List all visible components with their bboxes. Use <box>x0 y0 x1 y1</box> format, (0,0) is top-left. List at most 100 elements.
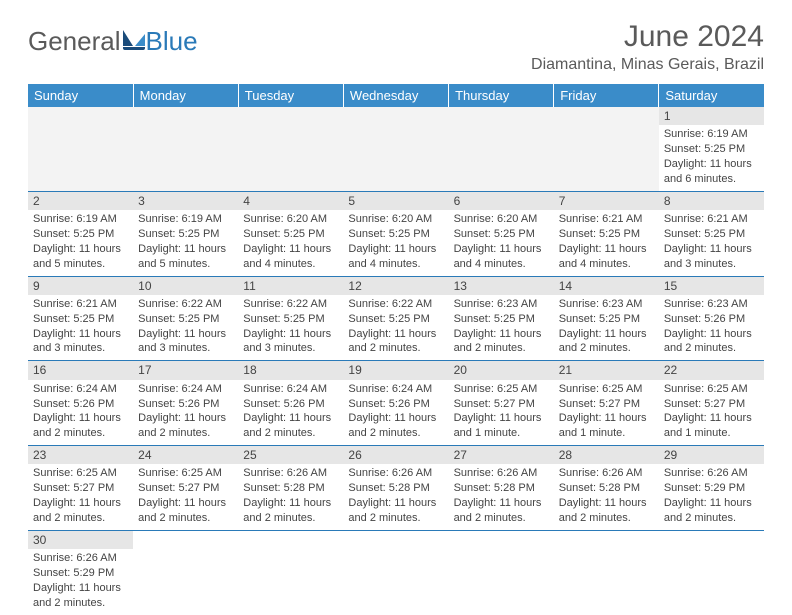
sunset-text: Sunset: 5:25 PM <box>348 227 443 242</box>
day-cell: 8Sunrise: 6:21 AMSunset: 5:25 PMDaylight… <box>659 191 764 276</box>
day-cell: 29Sunrise: 6:26 AMSunset: 5:29 PMDayligh… <box>659 446 764 531</box>
day-cell: 27 Sunrise: 6:26 AMSunset: 5:28 PMDayligh… <box>449 446 554 531</box>
daylight-text: Daylight: 11 hours and 4 minutes. <box>243 242 338 272</box>
day-cell: 17Sunrise: 6:24 AMSunset: 5:26 PMDayligh… <box>133 361 238 446</box>
day-number: 5 <box>343 192 448 210</box>
day-number: 1 <box>659 107 764 125</box>
sunrise-text: Sunrise: 6:26 AM <box>664 466 759 481</box>
calendar-row: 16Sunrise: 6:24 AMSunset: 5:26 PMDayligh… <box>28 361 764 446</box>
sunrise-text: Sunrise: 6:24 AM <box>348 382 443 397</box>
day-info: Sunrise: 6:25 AMSunset: 5:27 PMDaylight:… <box>554 380 659 445</box>
daylight-text: Daylight: 11 hours and 2 minutes. <box>138 496 233 526</box>
blank-cell <box>133 530 238 614</box>
sunrise-text: Sunrise: 6:25 AM <box>454 382 549 397</box>
title-block: June 2024 Diamantina, Minas Gerais, Braz… <box>531 20 764 74</box>
sunset-text: Sunset: 5:25 PM <box>454 312 549 327</box>
daylight-text: Daylight: 11 hours and 5 minutes. <box>33 242 128 272</box>
weekday-header: Friday <box>554 84 659 107</box>
day-cell: 5Sunrise: 6:20 AMSunset: 5:25 PMDaylight… <box>343 191 448 276</box>
day-info: Sunrise: 6:26 AMSunset: 5:28 PMDaylight:… <box>554 464 659 529</box>
day-cell: 23Sunrise: 6:25 AMSunset: 5:27 PMDayligh… <box>28 446 133 531</box>
sunrise-text: Sunrise: 6:22 AM <box>243 297 338 312</box>
weekday-header-row: Sunday Monday Tuesday Wednesday Thursday… <box>28 84 764 107</box>
day-cell: 11Sunrise: 6:22 AMSunset: 5:25 PMDayligh… <box>238 276 343 361</box>
sunset-text: Sunset: 5:25 PM <box>138 312 233 327</box>
sunrise-text: Sunrise: 6:19 AM <box>33 212 128 227</box>
day-cell: 9Sunrise: 6:21 AMSunset: 5:25 PMDaylight… <box>28 276 133 361</box>
day-number: 8 <box>659 192 764 210</box>
daylight-text: Daylight: 11 hours and 2 minutes. <box>243 496 338 526</box>
day-cell: 21Sunrise: 6:25 AMSunset: 5:27 PMDayligh… <box>554 361 659 446</box>
day-number: 11 <box>238 277 343 295</box>
sunrise-text: Sunrise: 6:23 AM <box>559 297 654 312</box>
calendar-row: 9Sunrise: 6:21 AMSunset: 5:25 PMDaylight… <box>28 276 764 361</box>
day-number: 27 <box>449 446 554 464</box>
sunrise-text: Sunrise: 6:21 AM <box>33 297 128 312</box>
day-info: Sunrise: 6:21 AMSunset: 5:25 PMDaylight:… <box>554 210 659 275</box>
sunset-text: Sunset: 5:26 PM <box>664 312 759 327</box>
day-cell: 25Sunrise: 6:26 AMSunset: 5:28 PMDayligh… <box>238 446 343 531</box>
sunset-text: Sunset: 5:26 PM <box>33 397 128 412</box>
sunset-text: Sunset: 5:25 PM <box>559 312 654 327</box>
daylight-text: Daylight: 11 hours and 3 minutes. <box>138 327 233 357</box>
sunrise-text: Sunrise: 6:26 AM <box>33 551 128 566</box>
daylight-text: Daylight: 11 hours and 2 minutes. <box>454 496 549 526</box>
sunset-text: Sunset: 5:25 PM <box>348 312 443 327</box>
day-info: Sunrise: 6:21 AMSunset: 5:25 PMDaylight:… <box>659 210 764 275</box>
calendar-row: 30Sunrise: 6:26 AMSunset: 5:29 PMDayligh… <box>28 530 764 614</box>
brand-part1: General <box>28 26 121 57</box>
sunset-text: Sunset: 5:25 PM <box>664 227 759 242</box>
day-cell: 19Sunrise: 6:24 AMSunset: 5:26 PMDayligh… <box>343 361 448 446</box>
sunrise-text: Sunrise: 6:25 AM <box>664 382 759 397</box>
empty-cell <box>133 107 238 191</box>
sunrise-text: Sunrise: 6:19 AM <box>138 212 233 227</box>
day-info: Sunrise: 6:21 AMSunset: 5:25 PMDaylight:… <box>28 295 133 360</box>
sunset-text: Sunset: 5:25 PM <box>664 142 759 157</box>
sunset-text: Sunset: 5:28 PM <box>454 481 549 496</box>
weekday-header: Saturday <box>659 84 764 107</box>
empty-cell <box>449 107 554 191</box>
sunrise-text: Sunrise: 6:21 AM <box>559 212 654 227</box>
day-info: Sunrise: 6:26 AMSunset: 5:29 PMDaylight:… <box>659 464 764 529</box>
brand-part2: Blue <box>146 26 198 57</box>
sunset-text: Sunset: 5:28 PM <box>348 481 443 496</box>
day-cell: 10Sunrise: 6:22 AMSunset: 5:25 PMDayligh… <box>133 276 238 361</box>
day-number: 29 <box>659 446 764 464</box>
day-cell: 24Sunrise: 6:25 AMSunset: 5:27 PMDayligh… <box>133 446 238 531</box>
day-number: 25 <box>238 446 343 464</box>
calendar-table: Sunday Monday Tuesday Wednesday Thursday… <box>28 84 764 615</box>
empty-cell <box>343 107 448 191</box>
day-cell: 22Sunrise: 6:25 AMSunset: 5:27 PMDayligh… <box>659 361 764 446</box>
sunrise-text: Sunrise: 6:20 AM <box>348 212 443 227</box>
day-number: 15 <box>659 277 764 295</box>
day-cell: 30Sunrise: 6:26 AMSunset: 5:29 PMDayligh… <box>28 530 133 614</box>
weekday-header: Wednesday <box>343 84 448 107</box>
sunset-text: Sunset: 5:28 PM <box>243 481 338 496</box>
sunrise-text: Sunrise: 6:26 AM <box>454 466 549 481</box>
daylight-text: Daylight: 11 hours and 1 minute. <box>559 411 654 441</box>
calendar-row: 2Sunrise: 6:19 AMSunset: 5:25 PMDaylight… <box>28 191 764 276</box>
sunset-text: Sunset: 5:27 PM <box>33 481 128 496</box>
day-cell: 28Sunrise: 6:26 AMSunset: 5:28 PMDayligh… <box>554 446 659 531</box>
day-number: 13 <box>449 277 554 295</box>
sunset-text: Sunset: 5:25 PM <box>559 227 654 242</box>
day-info: Sunrise: 6:25 AMSunset: 5:27 PMDaylight:… <box>659 380 764 445</box>
sunset-text: Sunset: 5:28 PM <box>559 481 654 496</box>
day-cell: 2Sunrise: 6:19 AMSunset: 5:25 PMDaylight… <box>28 191 133 276</box>
day-info: Sunrise: 6:20 AMSunset: 5:25 PMDaylight:… <box>343 210 448 275</box>
day-number: 23 <box>28 446 133 464</box>
day-info: Sunrise: 6:23 AMSunset: 5:25 PMDaylight:… <box>554 295 659 360</box>
day-info: Sunrise: 6:22 AMSunset: 5:25 PMDaylight:… <box>133 295 238 360</box>
day-number: 22 <box>659 361 764 379</box>
day-number: 9 <box>28 277 133 295</box>
day-info: Sunrise: 6:26 AMSunset: 5:28 PMDaylight:… <box>238 464 343 529</box>
day-info: Sunrise: 6:22 AMSunset: 5:25 PMDaylight:… <box>238 295 343 360</box>
blank-cell <box>554 530 659 614</box>
day-number: 7 <box>554 192 659 210</box>
daylight-text: Daylight: 11 hours and 2 minutes. <box>559 496 654 526</box>
day-number: 12 <box>343 277 448 295</box>
sunset-text: Sunset: 5:25 PM <box>33 227 128 242</box>
day-number: 18 <box>238 361 343 379</box>
brand-logo: General Blue <box>28 26 198 57</box>
day-cell: 6Sunrise: 6:20 AMSunset: 5:25 PMDaylight… <box>449 191 554 276</box>
